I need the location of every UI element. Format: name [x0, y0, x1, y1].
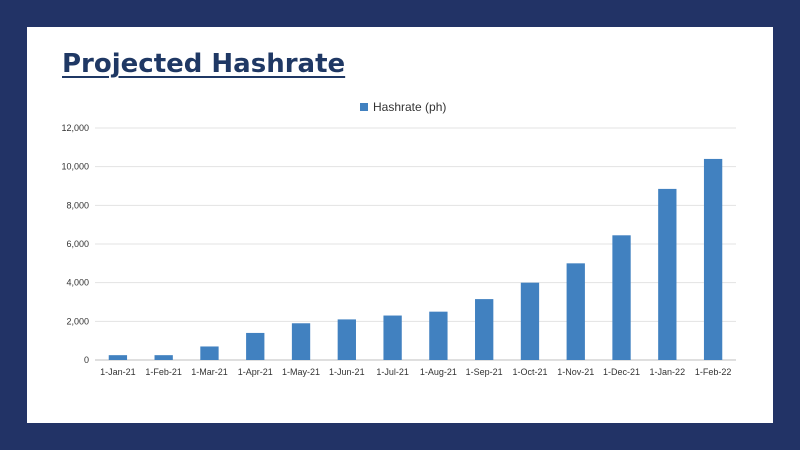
x-tick-label: 1-Sep-21 [466, 367, 503, 377]
y-tick-label: 4,000 [66, 278, 89, 288]
bar-1-Nov-21 [566, 263, 585, 360]
y-tick-label: 0 [84, 355, 89, 365]
y-tick-label: 6,000 [66, 239, 89, 249]
x-tick-label: 1-Jul-21 [376, 367, 409, 377]
bar-1-Jan-21 [108, 355, 128, 360]
x-tick-label: 1-Jan-22 [650, 367, 686, 377]
x-tick-label: 1-Feb-22 [695, 367, 732, 377]
bar-1-Feb-22 [703, 158, 723, 360]
bar-chart: 0 2,000 4,000 6,000 8,000 10,000 12,000 1-Jan-2… [61, 100, 736, 377]
x-tick-label: 1-Dec-21 [603, 367, 640, 377]
slide-title: Projected Hashrate [62, 49, 346, 79]
bar-1-Jan-22 [658, 188, 677, 360]
x-tick-label: 1-Jan-21 [100, 367, 136, 377]
bar-1-May-21 [291, 323, 311, 360]
x-tick-label: 1-May-21 [282, 367, 320, 377]
bar-1-Feb-21 [154, 355, 173, 360]
x-tick-label: 1-Aug-21 [420, 367, 457, 377]
y-tick-label: 10,000 [61, 162, 89, 172]
x-tick-label: 1-Nov-21 [557, 367, 594, 377]
bar-1-Jun-21 [337, 319, 356, 360]
x-tick-label: 1-Jun-21 [329, 367, 365, 377]
legend-swatch [360, 103, 368, 111]
y-tick-label: 8,000 [66, 200, 89, 210]
x-tick-label: 1-Feb-21 [145, 367, 182, 377]
x-tick-label: 1-Oct-21 [512, 367, 547, 377]
bar-1-Mar-21 [200, 346, 219, 360]
x-tick-label: 1-Apr-21 [238, 367, 273, 377]
bar-1-Dec-21 [612, 235, 631, 360]
slide: Projected Hashrate 0 2,000 4,000 6,000 8,000… [27, 27, 773, 423]
bar-1-Aug-21 [429, 311, 448, 360]
bar-1-Apr-21 [246, 332, 265, 360]
legend-label: Hashrate (ph) [373, 100, 446, 114]
bar-1-Jul-21 [383, 315, 402, 360]
bar-1-Sep-21 [475, 299, 494, 360]
y-tick-label: 2,000 [66, 316, 89, 326]
x-tick-label: 1-Mar-21 [191, 367, 228, 377]
y-tick-label: 12,000 [61, 123, 89, 133]
bar-1-Oct-21 [520, 282, 540, 360]
